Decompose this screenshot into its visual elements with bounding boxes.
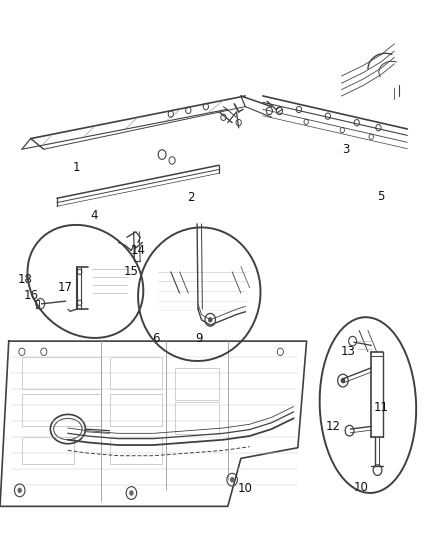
Circle shape [341, 378, 345, 383]
Text: 17: 17 [57, 281, 72, 294]
Circle shape [208, 317, 212, 322]
Text: 12: 12 [325, 420, 340, 433]
Text: 10: 10 [238, 482, 253, 495]
Text: 1: 1 [73, 161, 81, 174]
Text: 13: 13 [341, 345, 356, 358]
Text: 15: 15 [124, 265, 139, 278]
Text: 4: 4 [90, 209, 98, 222]
Text: 5: 5 [378, 190, 385, 203]
Text: 10: 10 [354, 481, 369, 494]
Circle shape [18, 488, 22, 493]
Text: 14: 14 [131, 244, 145, 257]
Text: 16: 16 [24, 289, 39, 302]
Text: 18: 18 [18, 273, 33, 286]
Text: 3: 3 [343, 143, 350, 156]
Text: 6: 6 [152, 332, 159, 345]
Text: 2: 2 [187, 191, 194, 204]
Text: 11: 11 [374, 401, 389, 414]
Circle shape [129, 490, 134, 496]
Circle shape [230, 477, 234, 482]
Text: 9: 9 [195, 332, 203, 345]
